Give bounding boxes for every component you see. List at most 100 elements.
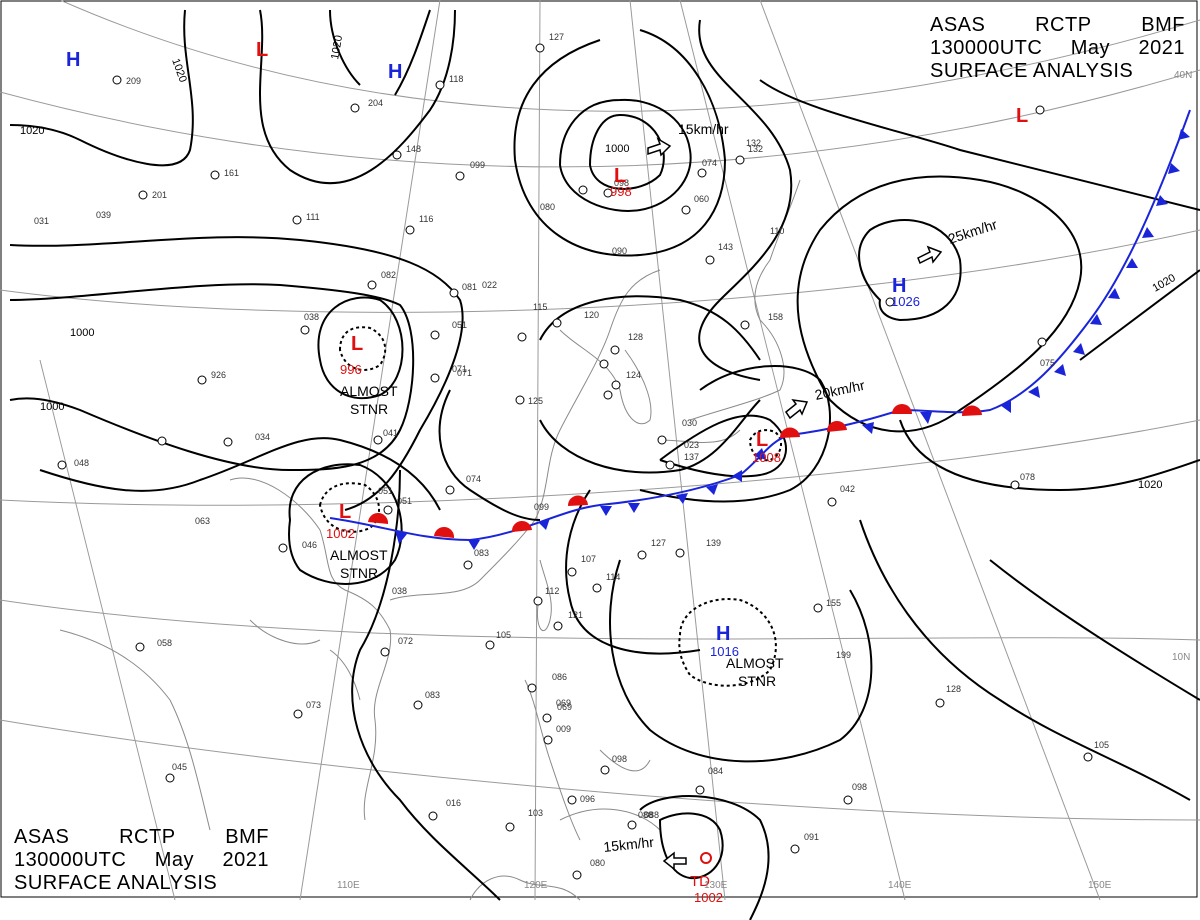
low-center-symbol: L [614,165,626,187]
td-center-symbol: TD [690,873,710,890]
station-label: 038 [392,586,407,596]
station-label: 058 [157,638,172,648]
station-label: 128 [946,684,961,694]
station-label: 161 [224,168,239,178]
high-center-symbol: H [66,49,80,71]
station-label: 199 [836,650,851,660]
header-code-2: RCTP [119,826,176,848]
station-label: 143 [718,242,733,252]
station-label: 048 [74,458,89,468]
header-top-right: ASAS RCTP BMF 130000UTC May 2021 SURFACE… [930,14,1185,83]
low-center-symbol: L [756,429,768,451]
station-label: 022 [482,280,497,290]
station-label: 031 [34,216,49,226]
station-label: 088 [644,810,659,820]
high-center-value: 1026 [891,294,920,309]
station-label: 132 [746,138,761,148]
station-label: 038 [304,312,319,322]
high-center-symbol: H [716,623,730,645]
header-line-1: ASAS RCTP BMF [930,14,1185,37]
header-title: SURFACE ANALYSIS [930,60,1134,82]
station-label: 034 [255,432,270,442]
station-label: 926 [211,370,226,380]
note-label: ALMOST [340,383,398,399]
low-center-value: 1008 [752,450,781,465]
header-time: 130000UTC [14,849,127,871]
header-line-2: 130000UTC May 2021 [930,37,1185,60]
header-month: May [1070,37,1111,59]
low-center-value: 998 [610,184,632,199]
lon-label: 140E [888,880,912,891]
header-code-1: ASAS [930,14,986,36]
station-label: 107 [581,554,596,564]
station-label: 114 [606,572,620,582]
low-center-symbol: L [339,501,351,523]
isobar-label: 1000 [40,401,64,413]
pressure-centers: H L H L 998 H 1026 L 996 L 1002 L 1008 H… [66,39,1028,905]
station-label: 099 [470,160,485,170]
header-code-2: RCTP [1035,14,1092,36]
high-center-symbol: H [892,275,906,297]
station-label: 009 [556,724,571,734]
station-label: 073 [306,700,321,710]
station-label: 039 [96,210,111,220]
station-label: 103 [528,808,543,818]
note-label: STNR [340,565,378,581]
station-label: 099 [534,502,549,512]
station-label: 111 [306,212,320,222]
station-label: 069 [557,702,572,712]
station-label: 096 [580,794,595,804]
station-label: 098 [612,754,627,764]
tropical-depression-icon [700,852,712,864]
station-label: 118 [449,74,463,84]
lat-label: 40N [1174,70,1192,81]
station-label: 127 [651,538,666,548]
lon-label: 130E [704,880,728,891]
station-label: 078 [1020,472,1035,482]
motion-label: 15km/hr [678,121,729,137]
arrow-icon [647,137,672,157]
station-label: 084 [708,766,723,776]
station-label: 098 [852,782,867,792]
station-label: 091 [804,832,819,842]
station-label: 083 [474,548,489,558]
station-label: 051 [452,320,467,330]
station-label: 121 [568,610,583,620]
station-label: 051 [378,486,393,496]
low-center-symbol: L [1016,105,1028,127]
isobar-label: 1000 [70,327,94,339]
station-label: 086 [552,672,567,682]
station-label: 080 [540,202,555,212]
station-label: 088 [638,810,653,820]
station-label: 051 [397,496,412,506]
station-label: 072 [398,636,413,646]
isobars [9,9,1200,920]
station-label: 155 [826,598,841,608]
station-label: 105 [496,630,511,640]
low-center-value: 1002 [326,526,355,541]
station-label: 045 [172,762,187,772]
station-label: 128 [628,332,643,342]
station-label: 209 [126,76,141,86]
station-label: 030 [682,418,697,428]
header-time: 130000UTC [930,37,1043,59]
station-label: 127 [549,32,564,42]
station-label: 098 [614,178,629,188]
station-label: 132 [748,144,763,154]
station-label: 116 [419,214,433,224]
lon-label: 120E [524,880,548,891]
station-label: 115 [533,302,547,312]
station-label: 204 [368,98,383,108]
motion-label: 25km/hr [946,216,999,247]
station-label: 158 [768,312,783,322]
station-label: 125 [528,396,543,406]
note-label: ALMOST [726,655,784,671]
header-line-1: ASAS RCTP BMF [14,826,269,849]
isobar-label: 1020 [329,34,345,60]
station-label: 074 [466,474,481,484]
arrow-icon [662,851,687,871]
station-label: 137 [684,452,699,462]
station-label: 023 [684,440,699,450]
station-label: 112 [545,586,559,596]
lon-label: 150E [1088,880,1112,891]
